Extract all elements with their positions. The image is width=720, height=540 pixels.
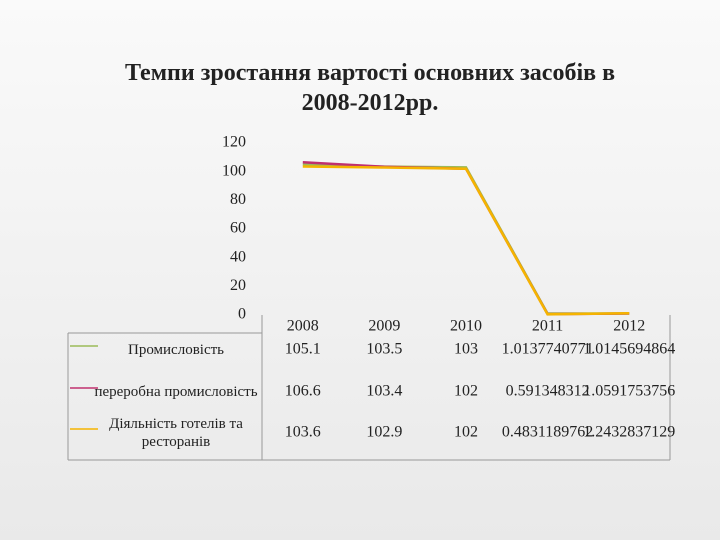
y-tick-label: 0: [238, 306, 246, 323]
y-tick-label: 120: [222, 134, 246, 151]
x-tick-label: 2010: [450, 318, 482, 335]
y-tick-label: 60: [230, 220, 246, 237]
y-tick-label: 80: [230, 191, 246, 208]
table-value: 103.6: [285, 424, 321, 441]
table-value: 0.591348312: [506, 383, 590, 400]
legend-label: Діяльність готелів та ресторанів: [109, 416, 243, 450]
table-value: 103: [454, 341, 478, 358]
legend-label: переробна промисловість: [94, 384, 258, 400]
table-value: 105.1: [285, 341, 321, 358]
chart-title: Темпи зростання вартості основних засобі…: [124, 60, 616, 116]
x-tick-label: 2009: [368, 318, 400, 335]
table-value: 1.0137740771: [502, 341, 594, 358]
series-line: [302, 160, 630, 316]
table-value: 103.5: [366, 341, 402, 358]
y-tick-label: 40: [230, 248, 246, 265]
x-tick-label: 2008: [287, 318, 319, 335]
table-value: 1.0145694864: [583, 341, 675, 358]
series-line: [302, 163, 630, 315]
y-tick-label: 100: [222, 162, 246, 179]
x-tick-label: 2012: [613, 318, 645, 335]
table-value: 102.9: [366, 424, 402, 441]
series-line: [302, 165, 630, 316]
y-tick-label: 20: [230, 277, 246, 294]
table-value: 102: [454, 383, 478, 400]
legend-label: Промисловість: [127, 342, 224, 358]
table-value: 1.2432837129: [583, 424, 675, 441]
x-tick-label: 2011: [532, 318, 563, 335]
table-value: 102: [454, 424, 478, 441]
table-value: 103.4: [366, 383, 402, 400]
table-value: 1.0591753756: [583, 383, 675, 400]
table-value: 0.4831189762: [502, 424, 593, 441]
table-value: 106.6: [285, 383, 321, 400]
